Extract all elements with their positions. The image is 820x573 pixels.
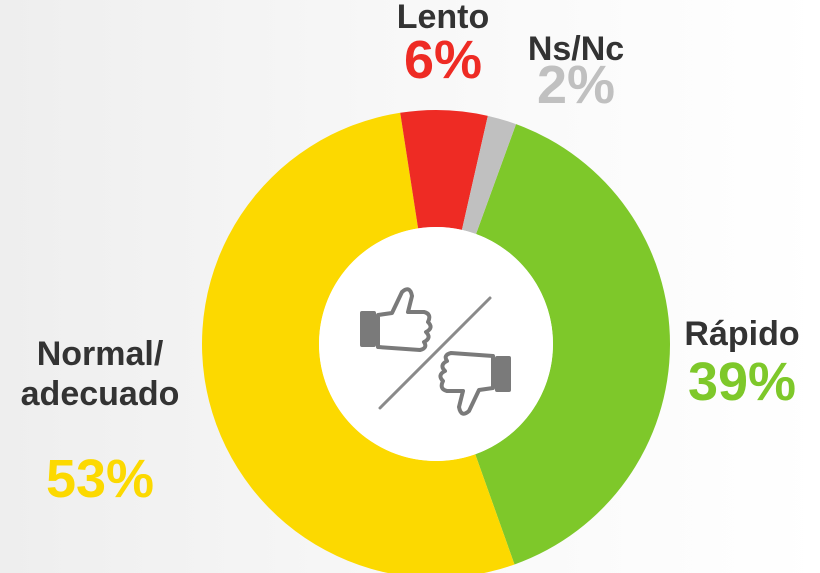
thumb-down xyxy=(438,351,495,416)
category-label: Rápido xyxy=(684,315,799,353)
divider xyxy=(378,296,492,410)
value-label: 39% xyxy=(688,352,796,412)
thumbs-icon xyxy=(360,287,511,416)
donut-hole xyxy=(319,227,553,461)
slice xyxy=(202,112,515,573)
thumb-down-cuff xyxy=(495,356,511,392)
slice xyxy=(461,115,517,235)
category-label: Ns/Nc xyxy=(528,30,624,68)
slices xyxy=(202,110,671,573)
value-label: 2% xyxy=(537,55,615,115)
thumb-up xyxy=(376,287,433,352)
value-label: 53% xyxy=(46,449,154,509)
value-label: 6% xyxy=(404,30,482,90)
category-label: Normal/adecuado xyxy=(21,335,180,413)
thumb-up-cuff xyxy=(360,311,376,347)
category-label: Lento xyxy=(397,0,490,36)
slice xyxy=(400,110,488,230)
slice xyxy=(475,124,671,565)
